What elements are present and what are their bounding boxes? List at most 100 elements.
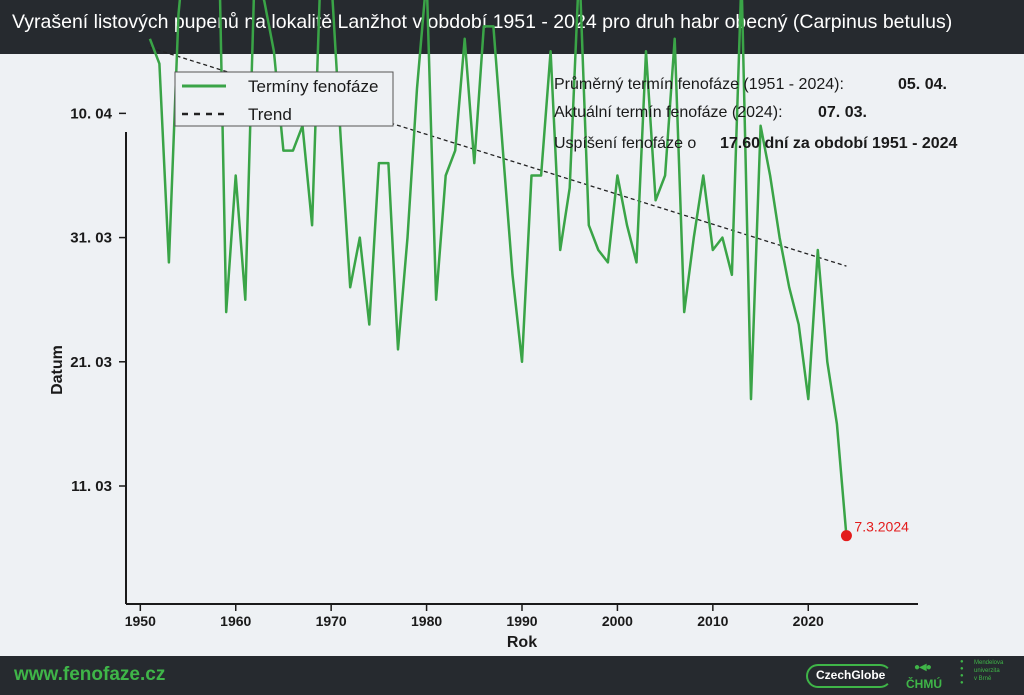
- data-point: [759, 124, 763, 128]
- data-point: [148, 37, 152, 41]
- footer-bar: www.fenofaze.cz CzechGlobe ●◀● ČHMÚ ● ● ● ●…: [0, 656, 1024, 695]
- x-tick-label: 1980: [411, 613, 442, 629]
- info-shift-value: 17.60 dní za období 1951 - 2024: [720, 135, 958, 152]
- legend: Termíny fenofáze Trend: [174, 71, 394, 127]
- legend-box: [174, 71, 394, 127]
- y-tick-label: 31. 03: [70, 230, 112, 247]
- data-point: [768, 173, 772, 177]
- data-point: [510, 273, 514, 277]
- data-point: [444, 173, 448, 177]
- y-tick-label: 11. 03: [71, 478, 112, 495]
- x-tick-label: 1990: [506, 613, 537, 629]
- czechglobe-logo: CzechGlobe: [806, 662, 896, 690]
- data-point: [377, 161, 381, 165]
- current-year-point: [840, 530, 852, 542]
- data-point: [701, 173, 705, 177]
- data-point: [730, 273, 734, 277]
- data-point: [673, 37, 677, 41]
- data-point: [434, 298, 438, 302]
- x-tick-label: 2020: [793, 613, 824, 629]
- data-point: [272, 49, 276, 53]
- czechglobe-ring-icon: [806, 664, 892, 688]
- data-point: [596, 248, 600, 252]
- data-point: [224, 310, 228, 314]
- data-point: [358, 236, 362, 240]
- data-point: [692, 236, 696, 240]
- x-tick-label: 1970: [316, 613, 347, 629]
- mendel-dots-icon: ● ● ● ●: [960, 659, 964, 686]
- x-ticks: 1950 1960 1970 1980 1990 2000 2010 2020: [125, 604, 824, 629]
- phenology-series-line: [148, 0, 848, 536]
- data-point: [587, 223, 591, 227]
- data-point: [501, 149, 505, 153]
- data-point: [281, 149, 285, 153]
- data-point: [176, 12, 180, 16]
- data-point: [234, 173, 238, 177]
- data-point: [568, 186, 572, 190]
- data-point: [339, 136, 343, 140]
- data-point: [415, 87, 419, 91]
- data-point: [682, 310, 686, 314]
- website-link[interactable]: www.fenofaze.cz: [14, 664, 166, 685]
- mendel-logo-text: Mendelova univerzita v Brně: [974, 660, 1004, 682]
- data-point: [825, 360, 829, 364]
- data-point: [491, 24, 495, 28]
- data-point: [539, 173, 543, 177]
- x-tick-label: 2010: [697, 613, 728, 629]
- data-point: [816, 248, 820, 252]
- data-point: [530, 173, 534, 177]
- data-point: [635, 260, 639, 264]
- data-point: [558, 248, 562, 252]
- info-current-value: 07. 03.: [818, 104, 867, 121]
- data-point: [787, 285, 791, 289]
- data-point: [549, 49, 553, 53]
- data-point: [615, 173, 619, 177]
- x-tick-label: 2000: [602, 613, 633, 629]
- data-point: [835, 422, 839, 426]
- data-point: [167, 260, 171, 264]
- data-point: [482, 24, 486, 28]
- data-point: [711, 248, 715, 252]
- data-point: [644, 49, 648, 53]
- data-point: [405, 236, 409, 240]
- x-tick-label: 1950: [125, 613, 156, 629]
- czechglobe-logo-text: CzechGlobe: [816, 668, 886, 682]
- chmu-symbol-icon: ●◀●: [914, 662, 932, 673]
- data-point: [778, 236, 782, 240]
- info-mean-value: 05. 04.: [898, 76, 947, 93]
- data-point: [386, 161, 390, 165]
- legend-trend-label: Trend: [248, 105, 292, 124]
- y-axis-title: Datum: [49, 345, 66, 395]
- data-point: [157, 62, 161, 66]
- data-point: [806, 397, 810, 401]
- current-year-label: 7.3.2024: [854, 519, 909, 535]
- data-point: [606, 260, 610, 264]
- data-point: [520, 360, 524, 364]
- data-point: [463, 37, 467, 41]
- data-point: [663, 173, 667, 177]
- legend-series-label: Termíny fenofáze: [248, 77, 378, 96]
- info-shift-label: Uspíšení fenofáze o: [554, 135, 696, 152]
- data-point: [310, 223, 314, 227]
- data-point: [720, 236, 724, 240]
- data-point: [348, 285, 352, 289]
- info-current-label: Aktuální termín fenofáze (2024):: [554, 104, 783, 121]
- info-mean-label: Průměrný termín fenofáze (1951 - 2024):: [554, 75, 844, 93]
- data-point: [291, 149, 295, 153]
- data-point: [625, 223, 629, 227]
- data-point: [396, 347, 400, 351]
- data-point: [472, 161, 476, 165]
- page-title: Vyrašení listových pupenů na lokalitě La…: [12, 11, 953, 33]
- header-bar: Vyrašení listových pupenů na lokalitě La…: [0, 0, 1024, 54]
- data-point: [797, 323, 801, 327]
- mendel-university-logo: ● ● ● ● Mendelova univerzita v Brně: [958, 659, 1022, 693]
- data-point: [453, 149, 457, 153]
- chmu-logo-text: ČHMÚ: [906, 677, 942, 691]
- data-point: [749, 397, 753, 401]
- data-point: [654, 198, 658, 202]
- y-tick-label: 21. 03: [70, 354, 112, 371]
- y-tick-label: 10. 04: [70, 105, 112, 122]
- chmu-logo: ●◀● ČHMÚ: [906, 662, 950, 692]
- x-tick-label: 1960: [220, 613, 251, 629]
